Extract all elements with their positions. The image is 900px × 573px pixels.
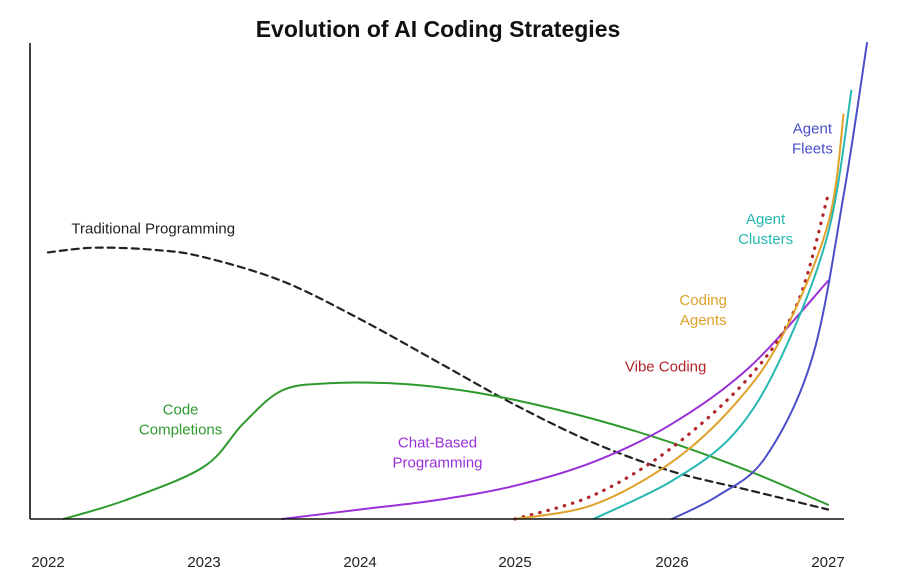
- x-tick-label: 2022: [31, 554, 64, 571]
- series-label-code-completions: Code Completions: [139, 401, 222, 438]
- plot-area: [46, 42, 868, 521]
- x-tick-label: 2027: [811, 554, 844, 571]
- series-label-chat-based-programming: Chat-Based Programming: [392, 435, 482, 472]
- series-line-chat-based-programming: [281, 280, 829, 520]
- series-line-vibe-coding: [513, 193, 830, 521]
- series-line-coding-agents: [514, 113, 845, 520]
- series-line-agent-fleets: [671, 42, 868, 520]
- series-line-traditional-programming: [46, 246, 830, 511]
- series-line-code-completions: [62, 381, 829, 520]
- chart-title: Evolution of AI Coding Strategies: [256, 16, 621, 42]
- series-label-coding-agents: Coding Agents: [679, 292, 727, 329]
- series-line-agent-clusters: [592, 89, 853, 520]
- series-label-vibe-coding: Vibe Coding: [625, 358, 706, 375]
- x-tick-label: 2026: [655, 554, 688, 571]
- series-label-agent-fleets: Agent Fleets: [792, 120, 833, 157]
- series-labels: Traditional Programming Code Completions Ch…: [71, 120, 832, 471]
- x-tick-label: 2025: [498, 554, 531, 571]
- x-axis-ticks: 2022 2023 2024 2025 2026 2027: [31, 554, 844, 571]
- series-label-traditional-programming: Traditional Programming: [71, 220, 235, 237]
- series-label-agent-clusters: Agent Clusters: [738, 211, 793, 248]
- x-tick-label: 2023: [187, 554, 220, 571]
- x-tick-label: 2024: [343, 554, 376, 571]
